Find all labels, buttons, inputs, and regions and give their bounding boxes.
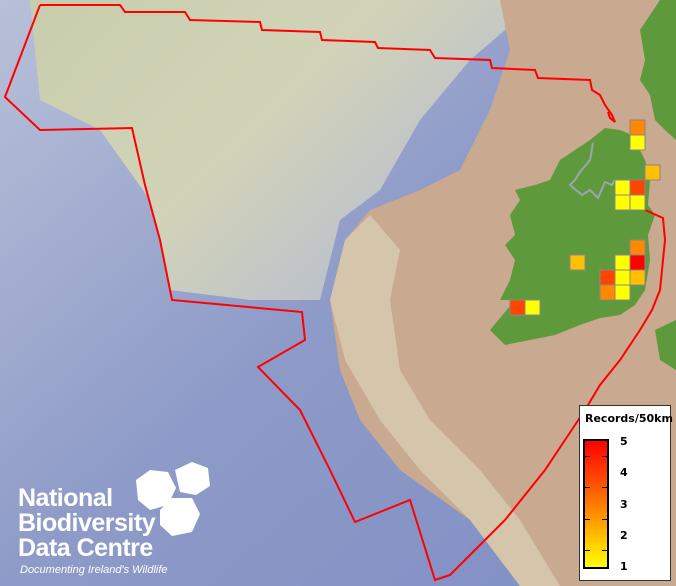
logo-line-2: Biodiversity [18, 509, 156, 537]
legend-label-3: 3 [620, 498, 628, 511]
grid-cell[interactable] [569, 254, 586, 271]
legend-title: Records/50km [585, 412, 673, 425]
grid-cell[interactable] [614, 179, 631, 196]
butterfly-hexagon-icon [175, 462, 210, 495]
porcupine-bank [30, 0, 540, 300]
grid-cell[interactable] [614, 284, 631, 301]
shelf-edge [330, 215, 560, 586]
grid-cell[interactable] [629, 194, 646, 211]
grid-cell[interactable] [614, 269, 631, 286]
wales-land [655, 320, 676, 370]
grid-cell[interactable] [599, 284, 616, 301]
logo-wordmark: National Biodiversity Data Centre [18, 484, 156, 562]
grid-cell[interactable] [629, 269, 646, 286]
grid-cell[interactable] [629, 179, 646, 196]
ramp-tick [585, 456, 590, 457]
ni-border [568, 142, 616, 200]
ramp-tick [602, 456, 607, 457]
ramp-tick [585, 550, 590, 551]
ramp-tick [602, 487, 607, 488]
legend: Records/50km 5 4 3 2 1 [579, 405, 673, 581]
logo-line-3: Data Centre [18, 534, 153, 562]
grid-cell[interactable] [509, 299, 526, 316]
boundary-line [3, 4, 667, 582]
legend-label-2: 2 [620, 529, 628, 542]
ramp-tick [602, 519, 607, 520]
ramp-tick [602, 550, 607, 551]
seahorse-hexagon-icon [160, 498, 200, 536]
plant-hexagon-icon [136, 470, 176, 510]
grid-cell[interactable] [629, 254, 646, 271]
britain-land [640, 0, 676, 140]
legend-label-1: 1 [620, 560, 628, 573]
logo-tagline: Documenting Ireland's Wildlife [20, 564, 168, 576]
ramp-tick [585, 519, 590, 520]
grid-cell[interactable] [629, 119, 646, 136]
grid-cell[interactable] [614, 254, 631, 271]
grid-cell[interactable] [599, 269, 616, 286]
grid-cell[interactable] [524, 299, 541, 316]
legend-label-4: 4 [620, 466, 628, 479]
logo-line-1: National [18, 484, 113, 512]
legend-label-5: 5 [620, 435, 628, 448]
grid-cell[interactable] [629, 134, 646, 151]
logo-hexagons [136, 462, 210, 536]
ramp-tick [585, 487, 590, 488]
grid-cell[interactable] [644, 164, 661, 181]
color-ramp [583, 439, 609, 569]
grid-cell[interactable] [614, 194, 631, 211]
grid-cell[interactable] [629, 239, 646, 256]
grid-cells [509, 119, 661, 316]
